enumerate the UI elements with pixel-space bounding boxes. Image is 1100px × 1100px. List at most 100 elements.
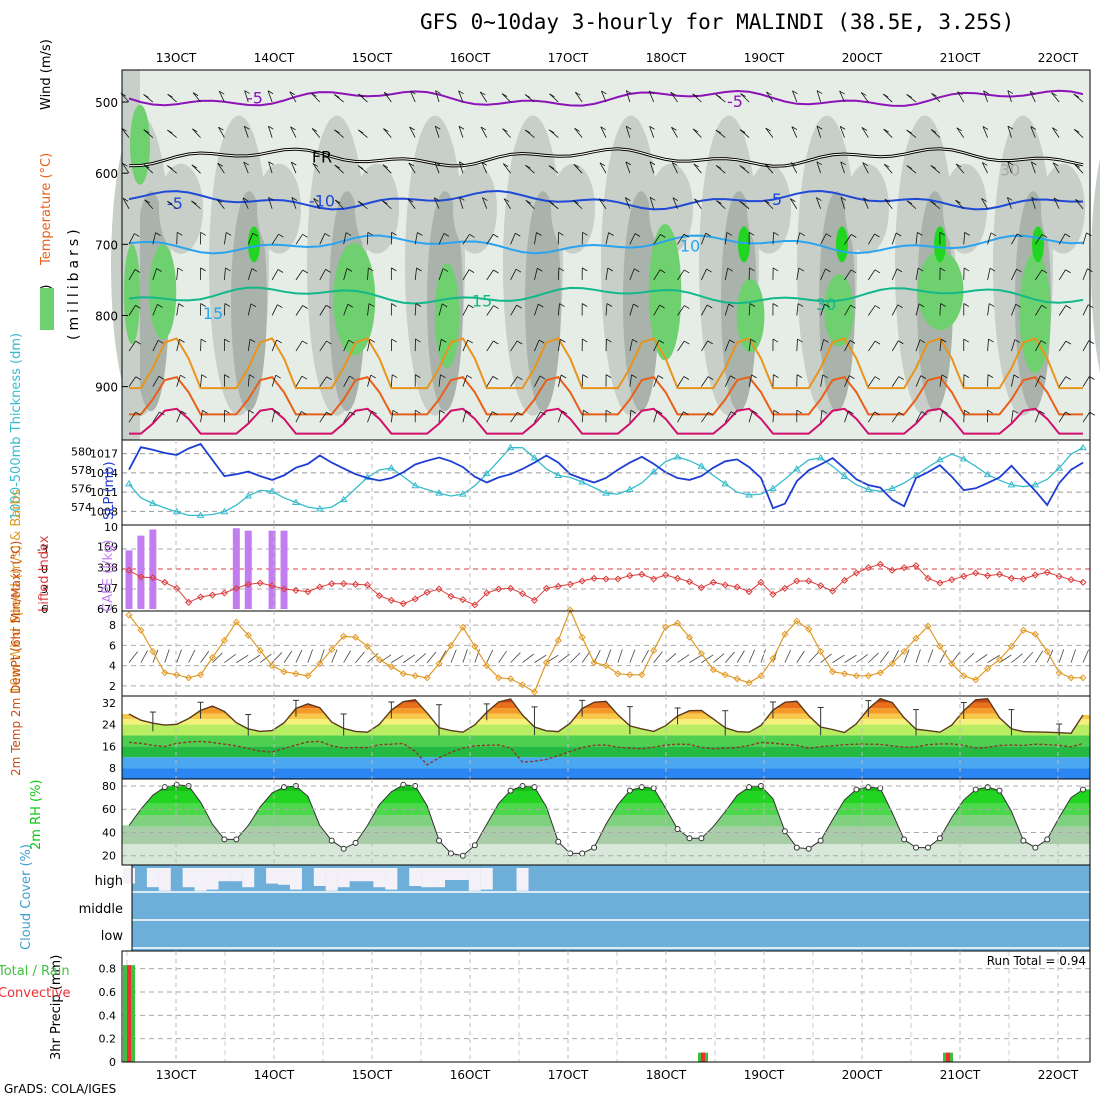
wind-barb	[1051, 92, 1060, 103]
lifted-index-marker	[256, 579, 264, 587]
wind-barb	[670, 91, 678, 103]
wind-barb	[939, 339, 942, 352]
wind-barb	[480, 126, 488, 138]
wind-barb	[1058, 269, 1066, 281]
wind-barb	[271, 410, 276, 423]
wind-barb	[850, 269, 857, 274]
wind-barb	[1058, 411, 1066, 423]
wind-barb	[724, 411, 732, 423]
wind-barb	[510, 269, 517, 281]
wind-barb	[466, 374, 473, 379]
wind-barb	[727, 267, 733, 272]
wind-barb	[820, 410, 823, 423]
wind-barb-10m	[188, 649, 196, 663]
lifted-index-marker	[208, 591, 217, 599]
wind-barb	[764, 163, 771, 168]
wind-barb	[325, 269, 331, 273]
wind-barb	[915, 411, 922, 423]
cloud-bar-high	[266, 868, 279, 884]
wind-barb	[368, 303, 375, 307]
wind-barb	[134, 233, 140, 237]
wind-barb	[963, 267, 970, 272]
rh-shade-blob	[1091, 158, 1100, 373]
wind-barb	[748, 339, 752, 352]
wind-barb	[407, 198, 416, 209]
wind-barb	[648, 90, 655, 95]
rh-shade-blob	[845, 163, 889, 254]
wind-speed-marker	[626, 671, 634, 679]
wind-barb	[218, 91, 225, 103]
pressure-tick-label: 800	[95, 309, 118, 323]
wind-barb	[707, 340, 713, 345]
wind-speed-marker	[697, 649, 705, 658]
wind-speed-marker	[352, 633, 360, 641]
wind-barb	[458, 197, 464, 209]
slp-tick-label: 1014	[90, 467, 118, 480]
wind-barb	[152, 304, 158, 316]
lifted-index-marker	[912, 562, 920, 570]
wind-barb	[849, 340, 856, 344]
bottom-date-label: 22OCT	[1038, 1068, 1079, 1082]
thickness-marker	[697, 462, 706, 469]
wind-barb	[334, 129, 340, 134]
wind-barb	[517, 411, 523, 416]
thickness-marker	[888, 484, 897, 492]
wind-barb	[1065, 269, 1071, 274]
wind-barb	[822, 374, 828, 379]
wind-barb	[200, 339, 202, 352]
wind-barb	[626, 90, 632, 94]
wind-barb	[414, 303, 417, 316]
wind-barb	[684, 269, 690, 274]
top-date-label: 22OCT	[1038, 51, 1079, 65]
lifted-index-marker	[566, 580, 574, 588]
cloud-row-label: middle	[79, 902, 123, 917]
wind-barb	[671, 126, 677, 131]
wind-barb	[598, 198, 607, 209]
lifted-index-marker	[805, 577, 813, 585]
wind-barb	[891, 304, 899, 316]
isotherm-line	[128, 286, 1084, 305]
wind-barb	[844, 269, 852, 281]
cape-tick-label: 10	[104, 521, 118, 534]
wind-barb	[1074, 164, 1084, 174]
wind-barb	[347, 303, 354, 308]
wind-barb	[874, 305, 881, 309]
wind-barb	[493, 269, 499, 274]
wind-barb	[311, 128, 321, 138]
rh-tick-label: 20	[102, 850, 116, 863]
wind-barb	[764, 163, 774, 174]
wind-barb	[434, 197, 440, 202]
wind-speed-marker	[530, 688, 538, 696]
wind-barb	[891, 232, 897, 245]
lifted-index-marker	[1031, 571, 1039, 579]
wind-barb	[820, 268, 826, 281]
wind-barb	[796, 409, 803, 414]
wind-barb	[816, 161, 823, 166]
wind-barb	[367, 267, 369, 280]
wind-barb	[868, 340, 876, 352]
wind-barb	[773, 232, 779, 236]
wind-barb	[740, 93, 746, 97]
wind-barb	[649, 197, 655, 209]
thickness-marker	[578, 478, 587, 485]
wind-legend-label: Wind (m/s)	[39, 39, 54, 110]
rh-tick-label: 40	[102, 826, 116, 839]
rh-marker	[400, 781, 407, 788]
wind-speed-marker	[578, 633, 586, 641]
wind-barb	[192, 92, 199, 96]
thickness-marker	[506, 443, 515, 451]
wind-barb	[844, 340, 851, 352]
wind-barb	[796, 339, 798, 352]
wind-barb	[672, 197, 679, 202]
wind-barb	[192, 128, 201, 138]
wind-barb	[844, 234, 852, 245]
cape-tick-label: 507	[97, 582, 118, 595]
wind-barb	[915, 268, 919, 280]
wind-speed-marker	[888, 660, 896, 668]
wind-barb	[1053, 197, 1060, 202]
lifted-index-marker	[614, 575, 622, 583]
lifted-index-marker	[650, 575, 658, 583]
wind-barb	[135, 305, 141, 309]
wind-barb	[560, 338, 566, 343]
wind-barb	[1064, 233, 1071, 238]
